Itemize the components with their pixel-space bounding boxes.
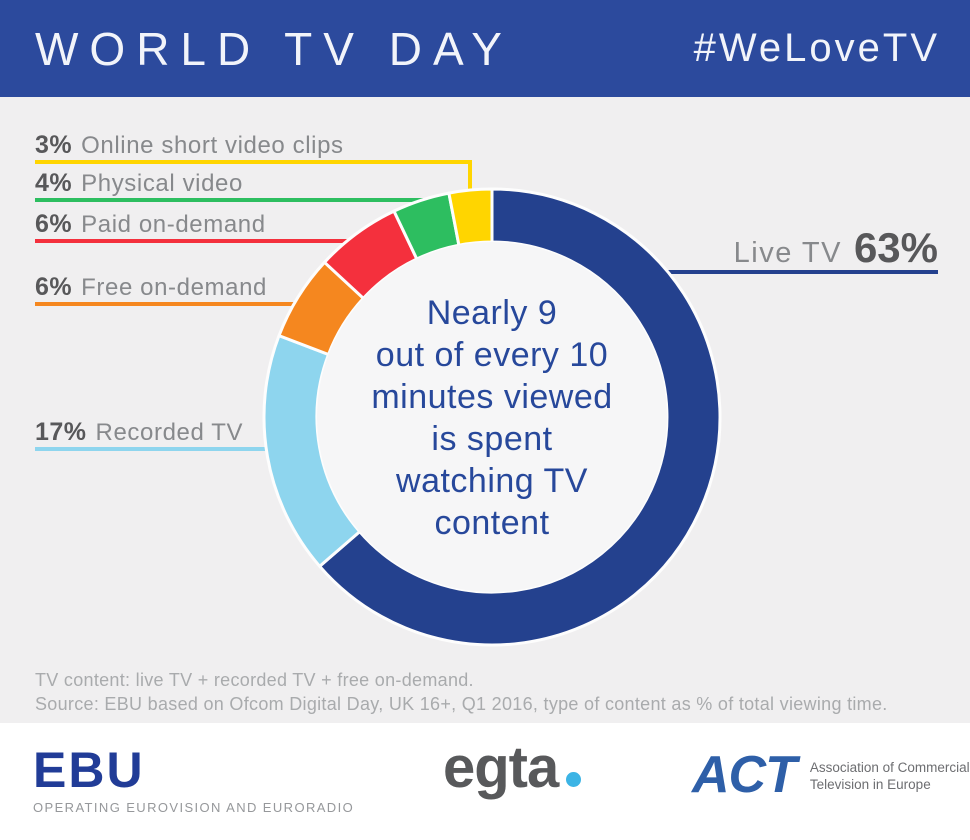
- donut-chart: [35, 160, 938, 647]
- ebu-logo: EBU OPERATING EUROVISION AND EURORADIO: [33, 745, 354, 815]
- legend-recorded-tv: 17% Recorded TV: [35, 418, 243, 447]
- act-logo-text: ACT: [692, 746, 797, 804]
- header-bar: WORLD TV DAY #WeLoveTV: [0, 0, 970, 97]
- footnote: TV content: live TV + recorded TV + free…: [35, 668, 888, 716]
- legend-pct: 6%: [35, 210, 73, 238]
- footnote-line1: TV content: live TV + recorded TV + free…: [35, 670, 474, 690]
- legend-online-short-video-clips: 3% Online short video clips: [35, 131, 344, 160]
- legend-label: Free on-demand: [81, 274, 267, 301]
- legend-label: Recorded TV: [95, 419, 244, 446]
- egta-logo: egta: [443, 735, 582, 800]
- legend-pct: 6%: [35, 273, 73, 301]
- legend-pct: 63%: [853, 224, 938, 271]
- act-tagline: Association of Commercial Television in …: [810, 749, 970, 793]
- legend-pct: 17%: [35, 418, 87, 446]
- legend-pct: 3%: [35, 131, 73, 159]
- legend-free-on-demand: 6% Free on-demand: [35, 273, 267, 302]
- donut-hole: [317, 242, 667, 592]
- ebu-tagline: OPERATING EUROVISION AND EURORADIO: [33, 800, 355, 815]
- egta-logo-text: egta: [443, 735, 559, 800]
- egta-dot-icon: [566, 772, 582, 787]
- chart-area: 3% Online short video clips 4% Physical …: [0, 97, 970, 723]
- connector-online-short-video-clips: [35, 160, 472, 196]
- donut-center-text: Nearly 9 out of every 10 minutes viewed is …: [371, 294, 613, 542]
- legend-label: Paid on-demand: [81, 211, 266, 238]
- legend-label: Online short video clips: [81, 132, 344, 159]
- act-logo: ACT Association of Commercial Television…: [692, 749, 970, 801]
- legend-live-tv: Live TV 63%: [734, 224, 938, 272]
- footnote-line2: Source: EBU based on Ofcom Digital Day, …: [35, 694, 888, 714]
- legend-label: Physical video: [81, 170, 243, 197]
- legend-paid-on-demand: 6% Paid on-demand: [35, 210, 266, 239]
- act-tagline-line1: Association of Commercial: [809, 760, 970, 775]
- act-tagline-line2: Television in Europe: [809, 777, 931, 792]
- page-title: WORLD TV DAY: [35, 22, 513, 75]
- legend-label: Live TV: [733, 237, 842, 269]
- hashtag-label: #WeLoveTV: [693, 26, 940, 70]
- ebu-logo-text: EBU: [33, 742, 145, 798]
- legend-pct: 4%: [35, 169, 73, 197]
- legend-physical-video: 4% Physical video: [35, 169, 243, 198]
- logo-bar: EBU OPERATING EUROVISION AND EURORADIO e…: [0, 723, 970, 840]
